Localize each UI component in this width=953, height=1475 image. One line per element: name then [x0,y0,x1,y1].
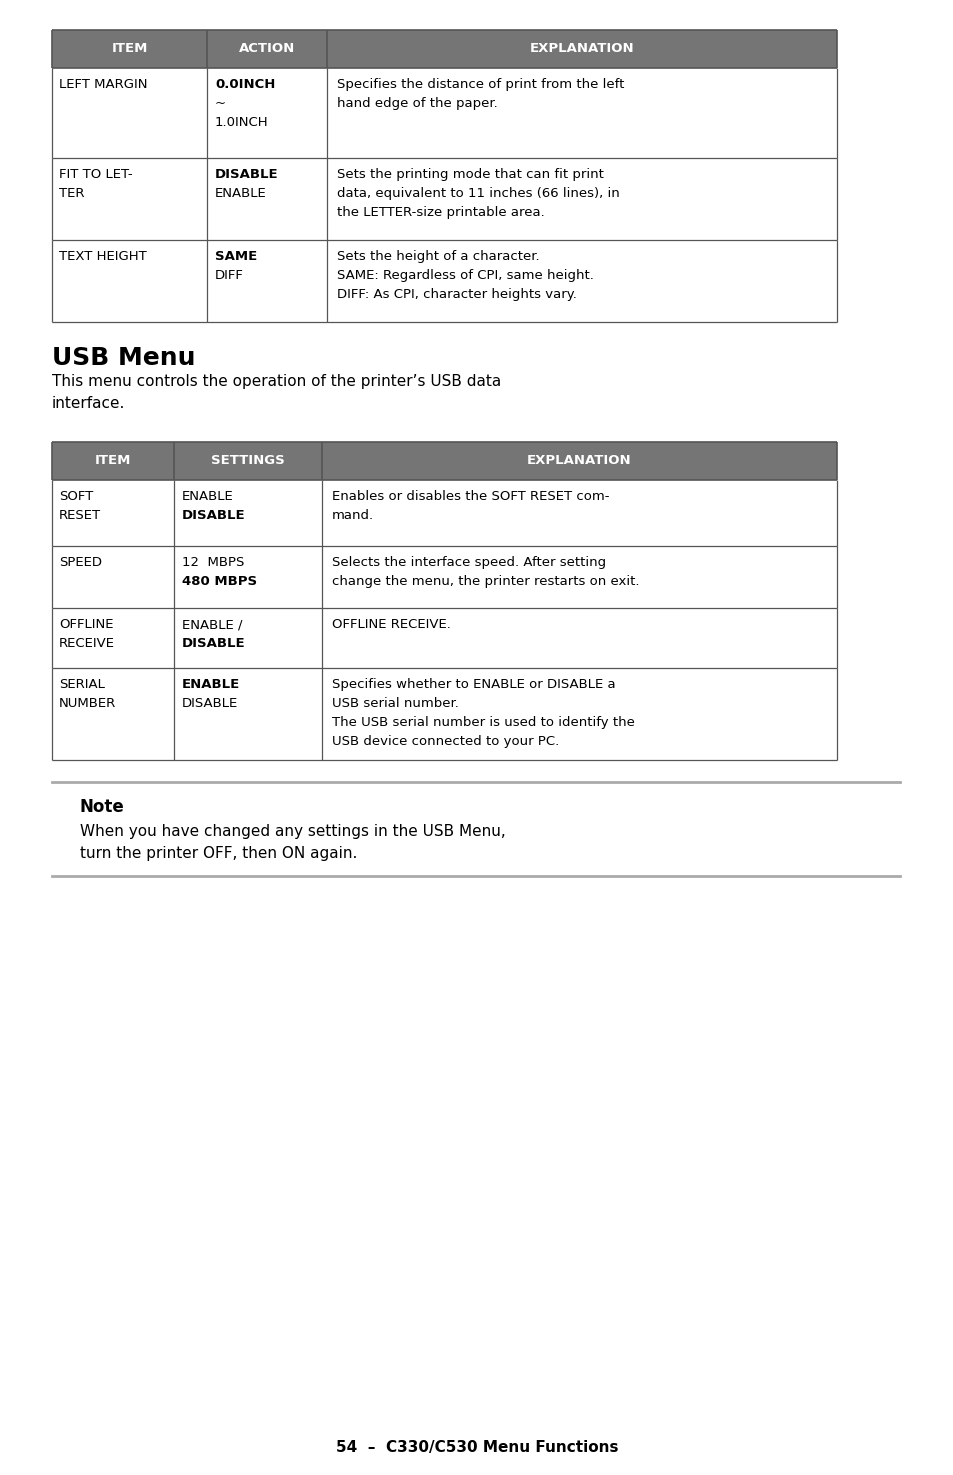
Text: ACTION: ACTION [238,43,294,56]
Text: TEXT HEIGHT: TEXT HEIGHT [59,249,147,263]
Text: USB serial number.: USB serial number. [332,698,458,709]
Text: NUMBER: NUMBER [59,698,116,709]
Text: DIFF: DIFF [214,268,244,282]
Text: hand edge of the paper.: hand edge of the paper. [336,97,497,111]
Text: 480 MBPS: 480 MBPS [182,575,257,589]
Bar [207,30,327,68]
Text: SAME: SAME [214,249,257,263]
Text: DISABLE: DISABLE [214,168,278,181]
Text: 0.0INCH: 0.0INCH [214,78,275,91]
Bar [52,668,836,760]
Text: ~: ~ [214,97,226,111]
Text: SERIAL: SERIAL [59,678,105,690]
Text: The USB serial number is used to identify the: The USB serial number is used to identif… [332,715,634,729]
Text: ENABLE: ENABLE [214,187,267,201]
Text: Enables or disables the SOFT RESET com-: Enables or disables the SOFT RESET com- [332,490,609,503]
Text: ITEM: ITEM [94,454,132,468]
Bar [52,240,836,322]
Text: Sets the height of a character.: Sets the height of a character. [336,249,539,263]
Text: DISABLE: DISABLE [182,509,245,522]
Text: the LETTER-size printable area.: the LETTER-size printable area. [336,207,544,218]
Text: SETTINGS: SETTINGS [211,454,285,468]
Bar [52,479,836,546]
Text: Specifies the distance of print from the left: Specifies the distance of print from the… [336,78,623,91]
Text: DIFF: As CPI, character heights vary.: DIFF: As CPI, character heights vary. [336,288,577,301]
Bar [322,442,836,479]
Text: 12  MBPS: 12 MBPS [182,556,244,569]
Bar [52,608,836,668]
Text: Specifies whether to ENABLE or DISABLE a: Specifies whether to ENABLE or DISABLE a [332,678,615,690]
Text: Sets the printing mode that can fit print: Sets the printing mode that can fit prin… [336,168,603,181]
Bar [52,30,207,68]
Text: OFFLINE: OFFLINE [59,618,113,631]
Bar [52,158,836,240]
Text: When you have changed any settings in the USB Menu,: When you have changed any settings in th… [80,825,505,839]
Text: change the menu, the printer restarts on exit.: change the menu, the printer restarts on… [332,575,639,589]
Text: ITEM: ITEM [112,43,148,56]
Text: mand.: mand. [332,509,374,522]
Text: SAME: Regardless of CPI, same height.: SAME: Regardless of CPI, same height. [336,268,594,282]
Text: EXPLANATION: EXPLANATION [527,454,631,468]
Text: SPEED: SPEED [59,556,102,569]
Text: USB device connected to your PC.: USB device connected to your PC. [332,735,558,748]
Bar [327,30,836,68]
Text: turn the printer OFF, then ON again.: turn the printer OFF, then ON again. [80,847,357,861]
Text: This menu controls the operation of the printer’s USB data: This menu controls the operation of the … [52,375,500,389]
Text: TER: TER [59,187,85,201]
Text: ENABLE: ENABLE [182,678,240,690]
Text: 1.0INCH: 1.0INCH [214,117,269,128]
Text: USB Menu: USB Menu [52,347,195,370]
Bar [52,546,836,608]
Text: DISABLE: DISABLE [182,698,238,709]
Text: RECEIVE: RECEIVE [59,637,115,650]
Text: ENABLE: ENABLE [182,490,233,503]
Text: OFFLINE RECEIVE.: OFFLINE RECEIVE. [332,618,451,631]
Text: EXPLANATION: EXPLANATION [529,43,634,56]
Text: Note: Note [80,798,125,816]
Bar [173,442,322,479]
Text: ENABLE /: ENABLE / [182,618,242,631]
Text: DISABLE: DISABLE [182,637,245,650]
Text: Selects the interface speed. After setting: Selects the interface speed. After setti… [332,556,605,569]
Text: data, equivalent to 11 inches (66 lines), in: data, equivalent to 11 inches (66 lines)… [336,187,619,201]
Text: RESET: RESET [59,509,101,522]
Text: LEFT MARGIN: LEFT MARGIN [59,78,148,91]
Text: SOFT: SOFT [59,490,93,503]
Bar [52,68,836,158]
Text: interface.: interface. [52,395,125,412]
Bar [52,442,173,479]
Text: 54  –  C330/C530 Menu Functions: 54 – C330/C530 Menu Functions [335,1440,618,1454]
Text: FIT TO LET-: FIT TO LET- [59,168,132,181]
